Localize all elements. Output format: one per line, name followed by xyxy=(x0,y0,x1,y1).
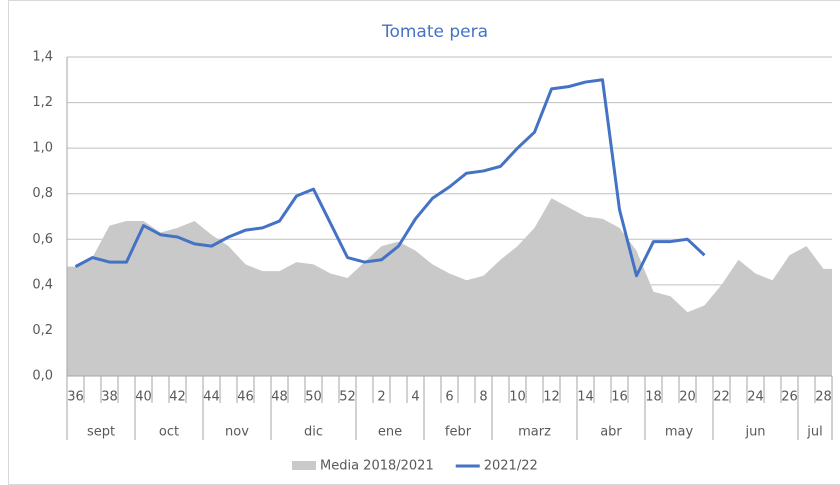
area xyxy=(67,198,832,376)
x-tick-label: 28 xyxy=(815,390,832,405)
y-tick-label: 0,6 xyxy=(32,232,53,247)
x-tick-label: 2 xyxy=(377,390,385,405)
y-tick-label: 0,0 xyxy=(32,369,53,384)
x-tick-label: 40 xyxy=(135,390,152,405)
x-tick-label: 50 xyxy=(305,390,322,405)
x-tick-label: 36 xyxy=(67,390,84,405)
chart-title: Tomate pera xyxy=(381,22,488,42)
legend-label: Media 2018/2021 xyxy=(320,459,434,474)
y-tick-label: 1,2 xyxy=(32,95,53,110)
x-tick-label: 42 xyxy=(169,390,186,405)
line xyxy=(74,78,706,278)
month-label: sept xyxy=(87,425,115,440)
x-tick-label: 38 xyxy=(101,390,118,405)
y-tick-label: 0,2 xyxy=(32,323,53,338)
x-tick-label: 18 xyxy=(645,390,662,405)
x-tick-label: 10 xyxy=(509,390,526,405)
y-tick-label: 1,4 xyxy=(32,50,53,65)
y-tick-label: 0,8 xyxy=(32,186,53,201)
month-label: marz xyxy=(518,425,551,440)
month-label: ene xyxy=(378,425,402,440)
x-tick-label: 48 xyxy=(271,390,288,405)
x-tick-label: 16 xyxy=(611,390,628,405)
x-tick-label: 20 xyxy=(679,390,696,405)
x-tick-label: 6 xyxy=(445,390,453,405)
month-label: dic xyxy=(304,425,323,440)
month-label: may xyxy=(665,425,694,440)
x-tick-label: 26 xyxy=(781,390,798,405)
x-tick-label: 4 xyxy=(411,390,419,405)
month-label: jun xyxy=(744,425,765,440)
month-label: oct xyxy=(159,425,179,440)
y-tick-label: 1,0 xyxy=(32,141,53,156)
legend-label: 2021/22 xyxy=(484,459,538,474)
x-tick-label: 14 xyxy=(577,390,594,405)
legend-swatch xyxy=(292,461,316,470)
x-tick-label: 44 xyxy=(203,390,220,405)
month-label: febr xyxy=(445,425,472,440)
x-tick-label: 12 xyxy=(543,390,560,405)
x-tick-label: 24 xyxy=(747,390,764,405)
x-tick-label: 8 xyxy=(479,390,487,405)
x-tick-label: 46 xyxy=(237,390,254,405)
x-tick-label: 22 xyxy=(713,390,730,405)
month-label: abr xyxy=(600,425,622,440)
month-label: nov xyxy=(225,425,249,440)
x-tick-label: 52 xyxy=(339,390,356,405)
y-tick-label: 0,4 xyxy=(32,277,53,292)
month-label: jul xyxy=(806,425,822,440)
